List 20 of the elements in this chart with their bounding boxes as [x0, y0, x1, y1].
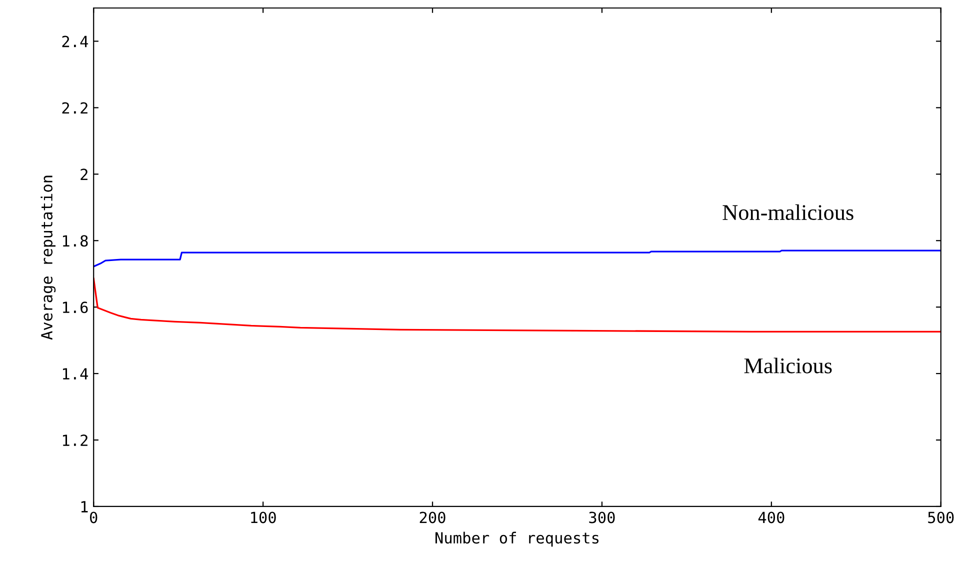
x-axis-title: Number of requests: [435, 532, 599, 547]
line-series: [94, 278, 941, 333]
y-tick-label: 1: [81, 501, 88, 512]
y-axis-title: Average reputation: [40, 176, 56, 340]
y-tick-label: 2.2: [62, 102, 88, 114]
x-tick-label: 300: [589, 512, 615, 524]
y-tick-label: 1.6: [62, 302, 88, 314]
x-tick-label: 500: [928, 512, 954, 524]
series-label: Non-malicious: [722, 204, 854, 220]
y-tick-label: 1.4: [62, 368, 88, 380]
y-tick-label: 1.2: [62, 434, 88, 446]
x-tick-label: 0: [90, 512, 98, 524]
series-label: Malicious: [744, 358, 832, 374]
x-tick-label: 400: [758, 512, 784, 524]
line-series: [94, 250, 941, 268]
y-tick-label: 2.4: [62, 36, 88, 48]
y-tick-label: 2: [80, 168, 88, 180]
x-tick-label: 100: [251, 512, 276, 524]
y-tick-label: 1.8: [62, 235, 88, 247]
x-tick-label: 200: [420, 512, 446, 524]
